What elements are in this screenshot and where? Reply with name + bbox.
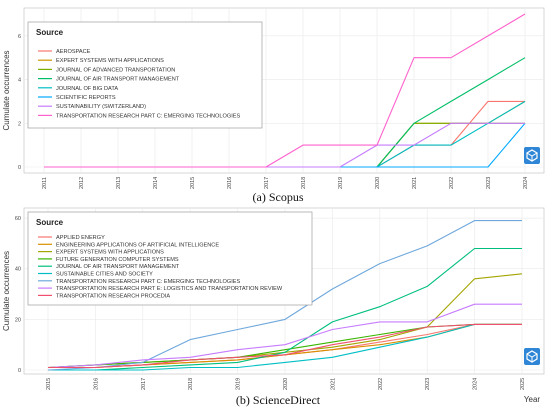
x-tick-label: 2020 <box>375 177 381 189</box>
series-line <box>47 220 522 371</box>
caption-scopus: (a) Scopus <box>253 190 304 204</box>
legend-item-label: ENGINEERING APPLICATIONS OF ARTIFICIAL I… <box>56 242 219 248</box>
x-tick-label: 2022 <box>378 378 384 390</box>
legend-box <box>27 21 263 129</box>
x-tick-label: 2022 <box>449 177 455 189</box>
x-tick-label: 2017 <box>141 378 147 390</box>
legend-item-label: APPLIED ENERGY <box>56 235 105 241</box>
logo-icon-shape <box>526 152 538 161</box>
y-tick-label: 6 <box>18 34 21 40</box>
legend-item-label: JOURNAL OF BIG DATA <box>56 86 118 92</box>
x-tick-label: 2015 <box>190 177 196 189</box>
y-tick-label: 40 <box>15 267 21 273</box>
legend-box <box>27 211 313 306</box>
x-tick-label: 2024 <box>473 378 479 390</box>
legend-item-label: JOURNAL OF AIR TRANSPORT MANAGEMENT <box>56 264 180 270</box>
series-line <box>47 303 522 369</box>
x-tick-label: 2018 <box>188 378 194 390</box>
y-tick-label: 0 <box>18 368 21 374</box>
series-line <box>48 323 522 369</box>
legend-item-label: TRANSPORTATION RESEARCH PROCEDIA <box>56 293 170 299</box>
y-axis-label: Cumulate occurrences <box>2 251 11 331</box>
x-tick-label: 2023 <box>486 177 492 189</box>
x-tick-label: 2021 <box>412 177 418 189</box>
y-axis-label: Cumulate occurrences <box>2 50 11 130</box>
x-tick-label: 2013 <box>116 177 122 189</box>
logo-icon-shape <box>526 353 538 362</box>
chart-sciencedirect: 0 20 40 60 2015 2016 2017 2018 2019 2020 2021 2022 2… <box>2 207 545 404</box>
y-tick-label: 20 <box>15 317 21 323</box>
x-tick-label: 2023 <box>425 378 431 390</box>
x-tick-label: 2016 <box>227 177 233 189</box>
legend-item-label: EXPERT SYSTEMS WITH APPLICATIONS <box>56 58 164 64</box>
chart-scopus: 0 2 4 6 2011 2012 2013 2014 2015 2016 2017 2018 2019… <box>2 7 545 189</box>
legend-title: Source <box>36 218 64 227</box>
legend-item-label: SUSTAINABLE CITIES AND SOCIETY <box>56 272 153 278</box>
legend-title: Source <box>36 28 64 37</box>
x-tick-label: 2018 <box>301 177 307 189</box>
legend-item-label: JOURNAL OF AIR TRANSPORT MANAGEMENT <box>56 77 180 83</box>
x-tick-label: 2019 <box>236 378 242 390</box>
logo-icon <box>524 348 540 365</box>
legend-item-label: TRANSPORTATION RESEARCH PART C: EMERGING… <box>56 279 240 285</box>
y-tick-label: 0 <box>18 165 21 171</box>
legend-item-label: SUSTAINABILITY (SWITZERLAND) <box>56 104 146 110</box>
series-line <box>44 13 526 168</box>
y-tick-label: 2 <box>18 121 21 127</box>
x-axis-label: Year <box>524 395 541 404</box>
x-tick-label: 2024 <box>523 177 529 189</box>
y-tick-label: 4 <box>18 78 21 84</box>
legend-item-label: JOURNAL OF ADVANCED TRANSPORTATION <box>56 67 175 73</box>
x-tick-label: 2017 <box>264 177 270 189</box>
x-tick-label: 2011 <box>42 177 48 189</box>
legend-item-label: AEROSPACE <box>56 49 91 55</box>
x-tick-label: 2016 <box>93 378 99 390</box>
x-tick-label: 2014 <box>153 177 159 189</box>
legend-item-label: TRANSPORTATION RESEARCH PART E: LOGISTIC… <box>56 286 283 292</box>
logo-icon <box>524 147 540 164</box>
x-tick-label: 2020 <box>283 378 289 390</box>
x-tick-label: 2015 <box>46 378 52 390</box>
caption-sciencedirect: (b) ScienceDirect <box>236 393 321 407</box>
x-tick-label: 2025 <box>520 378 526 390</box>
x-tick-label: 2019 <box>338 177 344 189</box>
series-line <box>48 247 522 371</box>
legend-item-label: EXPERT SYSTEMS WITH APPLICATIONS <box>56 250 164 256</box>
legend-item-label: TRANSPORTATION RESEARCH PART C: EMERGING… <box>56 113 240 119</box>
legend-item-label: FUTURE GENERATION COMPUTER SYSTEMS <box>56 257 179 263</box>
series-line <box>48 323 522 371</box>
y-tick-label: 60 <box>15 216 21 222</box>
x-tick-label: 2021 <box>330 378 336 390</box>
legend-item-label: SCIENTIFIC REPORTS <box>56 95 116 101</box>
x-tick-label: 2012 <box>79 177 85 189</box>
